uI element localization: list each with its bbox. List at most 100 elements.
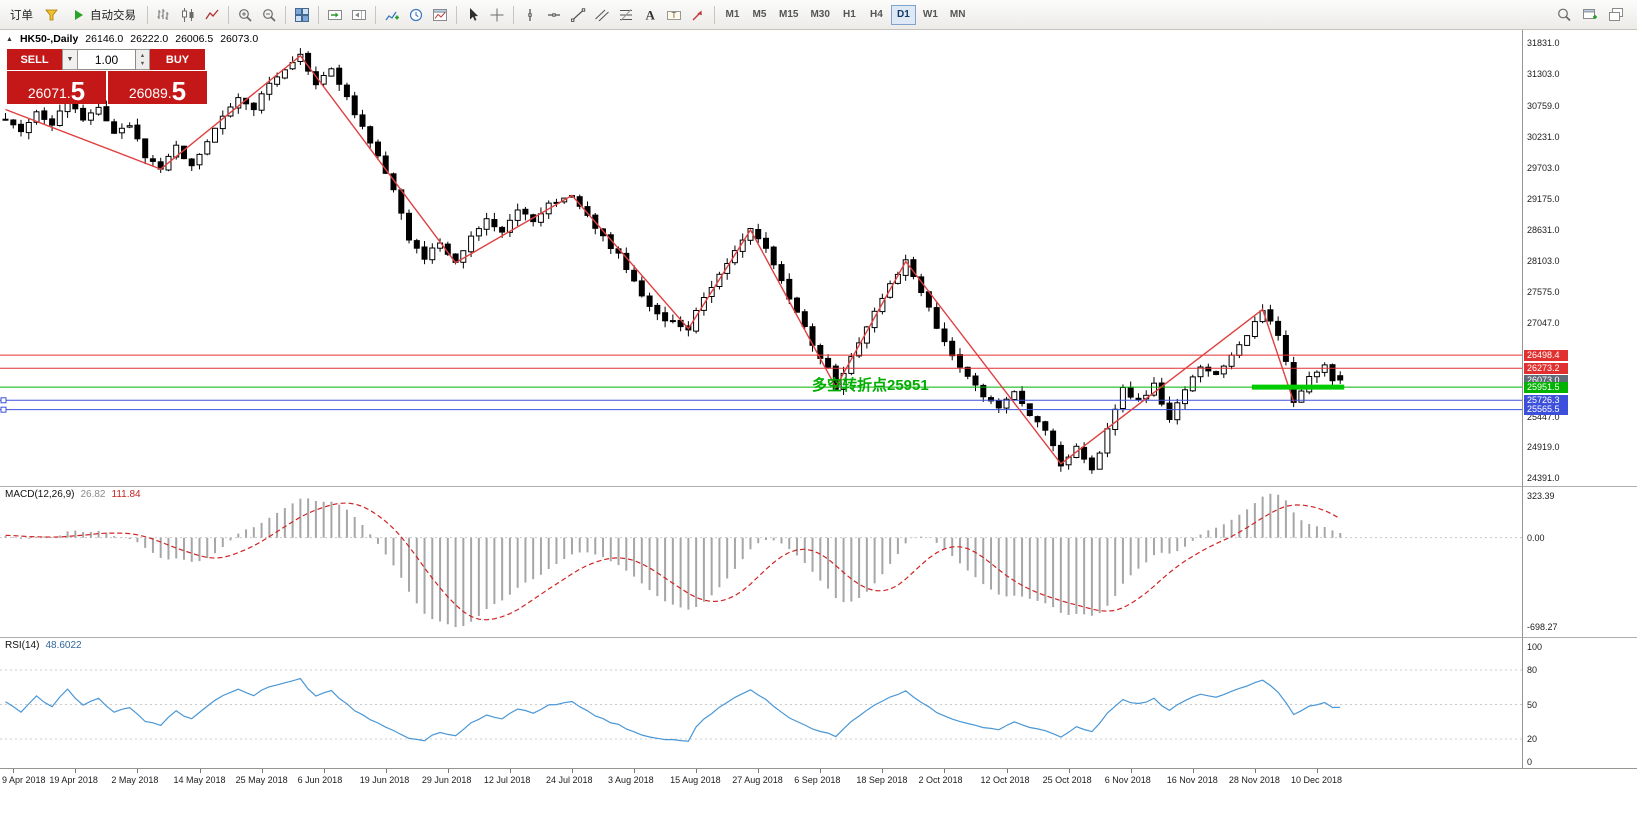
vertical-line-icon[interactable] [518, 4, 542, 26]
price-axis-label: 28631.0 [1527, 225, 1560, 236]
time-axis[interactable]: 9 Apr 2018 19 Apr 2018 2 May 2018 14 May 20… [0, 768, 1637, 816]
candlestick-chart[interactable]: 多空转折点25951 [0, 30, 1522, 486]
templates-icon[interactable] [428, 4, 452, 26]
time-axis-label: 12 Jul 2018 [483, 775, 531, 785]
time-axis-tick [1006, 769, 1008, 773]
line-anchor-handle[interactable] [0, 406, 7, 413]
price-axis-label: 27047.0 [1527, 318, 1560, 329]
time-axis-label: 6 Sep 2018 [794, 775, 841, 785]
time-axis-label: 2 Oct 2018 [918, 775, 963, 785]
volume-dropdown[interactable]: ▼ [62, 49, 78, 70]
periods-icon[interactable] [404, 4, 428, 26]
macd-histogram [4, 493, 1342, 627]
time-axis-tick [385, 769, 387, 773]
time-axis-tick [261, 769, 263, 773]
toolbar-separator [714, 5, 715, 24]
volume-stepper[interactable]: ▲ ▼ [136, 49, 150, 70]
time-axis-label: 2 May 2018 [111, 775, 159, 785]
search-icon[interactable] [1552, 4, 1576, 26]
price-chart-pane[interactable]: 多空转折点25951 ▲ HK50-,Daily 26146.0 26222.0… [0, 30, 1522, 487]
metaeditor-icon[interactable] [40, 4, 64, 26]
candlestick-chart-icon[interactable] [176, 4, 200, 26]
cursor-icon[interactable] [461, 4, 485, 26]
macd-signal-line [5, 502, 1341, 621]
toolbar-separator [513, 5, 514, 24]
price-axis-label: 24919.0 [1527, 442, 1560, 453]
bar-chart-icon[interactable] [152, 4, 176, 26]
time-axis-tick [1068, 769, 1070, 773]
fibonacci-icon[interactable] [614, 4, 638, 26]
time-axis-label: 15 Aug 2018 [670, 775, 721, 785]
tile-windows-icon[interactable] [290, 4, 314, 26]
price-axis-label: 30759.0 [1527, 101, 1560, 112]
price-level-tag-25565.5: 25565.5 [1524, 404, 1568, 416]
timeframe-button-m5[interactable]: M5 [752, 9, 767, 20]
timeframe-button-m15[interactable]: M15 [779, 9, 799, 20]
time-axis-label: 24 Jul 2018 [545, 775, 593, 785]
ask-price-button[interactable]: 26089. 5 [108, 71, 207, 104]
zoom-out-icon[interactable] [257, 4, 281, 26]
chart-ohlc-header: ▲ HK50-,Daily 26146.0 26222.0 26006.5 26… [6, 33, 258, 45]
price-axis-main: 31831.0 31303.0 30759.0 30231.0 29703.0 29175… [1523, 30, 1637, 487]
macd-plot [0, 493, 1522, 627]
equidistant-channel-icon[interactable] [590, 4, 614, 26]
crosshair-icon[interactable] [485, 4, 509, 26]
volume-input[interactable] [78, 49, 136, 70]
time-axis-tick [75, 769, 77, 773]
rsi-axis-label: 0 [1527, 757, 1533, 767]
arrows-icon[interactable] [686, 4, 710, 26]
timeframe-button-m30[interactable]: M30 [810, 9, 830, 20]
time-axis-label: 18 Sep 2018 [856, 775, 908, 785]
timeframe-button-mn[interactable]: MN [949, 9, 966, 20]
timeframe-button-h4[interactable]: H4 [870, 9, 883, 20]
new-chart-icon[interactable] [1578, 4, 1602, 26]
auto-scroll-icon[interactable] [323, 4, 347, 26]
panel-collapse-icon[interactable]: ▲ [6, 35, 13, 43]
bid-price-button[interactable]: 26071. 5 [7, 71, 106, 104]
sell-button[interactable]: SELL [7, 49, 62, 70]
rsi-indicator-pane[interactable]: RSI(14) 48.6022 [0, 638, 1522, 768]
text-label-icon[interactable]: T [662, 4, 686, 26]
time-axis-tick [696, 769, 698, 773]
window-cascade-icon[interactable] [1604, 4, 1628, 26]
main-toolbar: 订单 自动交易 A T M1 M5 M15 M30 H1 H4 D1 W1 MN [0, 0, 1637, 30]
orders-button[interactable]: 订单 [3, 4, 40, 26]
autotrade-button[interactable]: 自动交易 [64, 4, 143, 26]
rsi-label: RSI(14) 48.6022 [5, 640, 82, 651]
time-axis-tick [882, 769, 884, 773]
indicators-icon[interactable] [380, 4, 404, 26]
rsi-axis-label: 50 [1527, 699, 1538, 710]
rsi-line [5, 677, 1341, 742]
timeframe-button-d1[interactable]: D1 [890, 4, 916, 25]
time-axis-tick [199, 769, 201, 773]
line-chart-icon[interactable] [200, 4, 224, 26]
bid-price-main: 26071. [27, 85, 71, 101]
toolbar-separator [456, 5, 457, 24]
price-level-tag-26273.2: 26273.2 [1524, 362, 1568, 374]
timeframe-button-m1[interactable]: M1 [725, 9, 740, 20]
buy-button[interactable]: BUY [150, 49, 205, 70]
rsi-axis-label: 100 [1527, 642, 1543, 652]
timeframe-button-w1[interactable]: W1 [922, 9, 938, 20]
price-axis[interactable]: 31831.0 31303.0 30759.0 30231.0 29703.0 29175… [1522, 30, 1637, 768]
trendline-icon[interactable] [566, 4, 590, 26]
macd-axis-label: 323.39 [1527, 491, 1555, 502]
time-axis-tick [758, 769, 760, 773]
macd-indicator-pane[interactable]: MACD(12,26,9) 26.82 111.84 [0, 487, 1522, 638]
horizontal-line-icon[interactable] [542, 4, 566, 26]
chart-shift-icon[interactable] [347, 4, 371, 26]
toolbar-separator [285, 5, 286, 24]
text-icon[interactable]: A [638, 4, 662, 26]
price-axis-label: 25447.0 [1527, 411, 1560, 422]
zoom-in-icon[interactable] [233, 4, 257, 26]
price-axis-label: 27575.0 [1527, 287, 1560, 298]
timeframe-button-h1[interactable]: H1 [843, 9, 856, 20]
zigzag-trendline[interactable] [5, 54, 1295, 465]
line-anchor-handle[interactable] [0, 397, 7, 404]
time-axis-label: 6 Nov 2018 [1104, 775, 1151, 785]
time-axis-label: 19 Jun 2018 [359, 775, 410, 785]
macd-label: MACD(12,26,9) 26.82 111.84 [5, 489, 141, 500]
autotrade-play-icon [71, 7, 87, 23]
time-axis-tick [1316, 769, 1318, 773]
